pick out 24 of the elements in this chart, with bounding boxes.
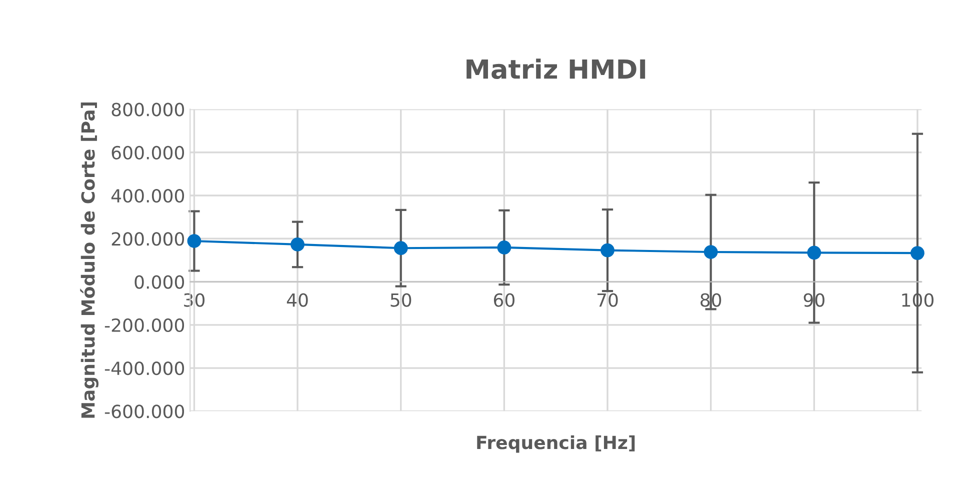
y-tick-label: 400.000: [111, 188, 184, 203]
chart-title: Matriz HMDI: [466, 58, 646, 80]
y-tick-label: -600.000: [104, 404, 184, 418]
x-tick-label: 50: [390, 293, 412, 307]
point: [910, 246, 924, 260]
y-tick-label: 0.000: [134, 275, 184, 289]
x-tick-label: 70: [597, 293, 618, 307]
y-tick-label: -400.000: [104, 362, 184, 376]
point: [290, 238, 304, 252]
point: [807, 246, 822, 260]
y-axis-title: Magnitud Módulo de Corte [Pa]: [80, 102, 98, 418]
point: [394, 241, 408, 256]
x-tick-label: 60: [494, 293, 514, 307]
y-tick-label: 200.000: [112, 232, 184, 246]
point: [497, 240, 512, 254]
x-axis-title: Frequencia [Hz]: [477, 435, 635, 453]
x-tick-label: 40: [286, 293, 308, 307]
point: [187, 234, 202, 248]
y-tick-label: 800.000: [112, 102, 184, 116]
x-tick-label: 30: [184, 293, 204, 307]
point: [600, 243, 614, 258]
y-tick-label: 600.000: [112, 146, 184, 160]
point: [704, 245, 718, 259]
y-tick-label: -200.000: [104, 318, 184, 332]
